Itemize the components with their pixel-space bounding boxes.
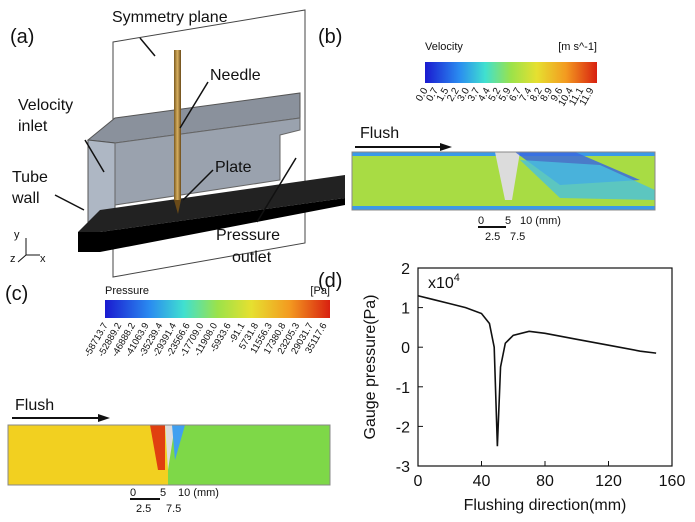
scale-label: 10 (mm) [520, 215, 561, 227]
panel-label: (d) [318, 270, 342, 292]
label: Symmetry plane [112, 9, 228, 26]
colorbar [105, 300, 330, 318]
label: inlet [18, 118, 48, 135]
pressure-field [8, 425, 330, 485]
x-tick-label: 160 [659, 473, 686, 490]
multiplier: x104 [428, 272, 460, 292]
label: wall [11, 190, 40, 207]
scale-label: 5 [160, 487, 166, 499]
label: Tube [12, 169, 48, 186]
colorbar-unit: [m s^-1] [558, 41, 597, 53]
x-tick-label: 0 [414, 473, 423, 490]
x-tick-label: 120 [595, 473, 622, 490]
axis-label: z [10, 253, 16, 265]
scale-label: 2.5 [136, 503, 151, 515]
line [418, 296, 656, 446]
scale-label: 7.5 [166, 503, 181, 515]
scale-label: 7.5 [510, 231, 525, 243]
y-tick-label: 0 [401, 340, 410, 357]
y-tick-label: 1 [401, 301, 410, 318]
colorbar-title: Pressure [105, 285, 149, 297]
panel-label: (a) [10, 26, 34, 48]
colorbar-title: Velocity [425, 41, 463, 53]
multiplier-exponent: 4 [454, 272, 460, 284]
scale-label: 10 (mm) [178, 487, 219, 499]
scale-label: 0 [130, 487, 136, 499]
y-tick-label: -3 [396, 459, 410, 476]
axis-label: x [40, 253, 46, 265]
y-tick-label: 2 [401, 261, 410, 278]
schematic [18, 10, 345, 277]
y-tick-label: -1 [396, 380, 410, 397]
x-tick-label: 80 [536, 473, 554, 490]
figure: (a) Symmetry plane Needle Velocity inlet… [0, 0, 695, 522]
scale-label: 0 [478, 215, 484, 227]
scale-label: 2.5 [485, 231, 500, 243]
panel-label: (c) [5, 283, 28, 305]
multiplier-base: x10 [428, 275, 454, 292]
plot-frame [418, 268, 672, 466]
label: Plate [215, 159, 252, 176]
label: outlet [232, 249, 272, 266]
flush-label: Flush [15, 397, 54, 414]
label: Needle [210, 67, 261, 84]
colorbar [425, 62, 597, 83]
y-axis-label: Gauge pressure(Pa) [362, 295, 379, 440]
axis-label: y [14, 229, 20, 241]
label: Velocity [18, 97, 73, 114]
panel-label: (b) [318, 26, 342, 48]
label: Pressure [216, 227, 280, 244]
x-tick-label: 40 [473, 473, 491, 490]
y-tick-label: -2 [396, 419, 410, 436]
velocity-field [352, 152, 655, 210]
scale-label: 5 [505, 215, 511, 227]
flush-label: Flush [360, 125, 399, 142]
x-axis-label: Flushing direction(mm) [464, 497, 627, 514]
